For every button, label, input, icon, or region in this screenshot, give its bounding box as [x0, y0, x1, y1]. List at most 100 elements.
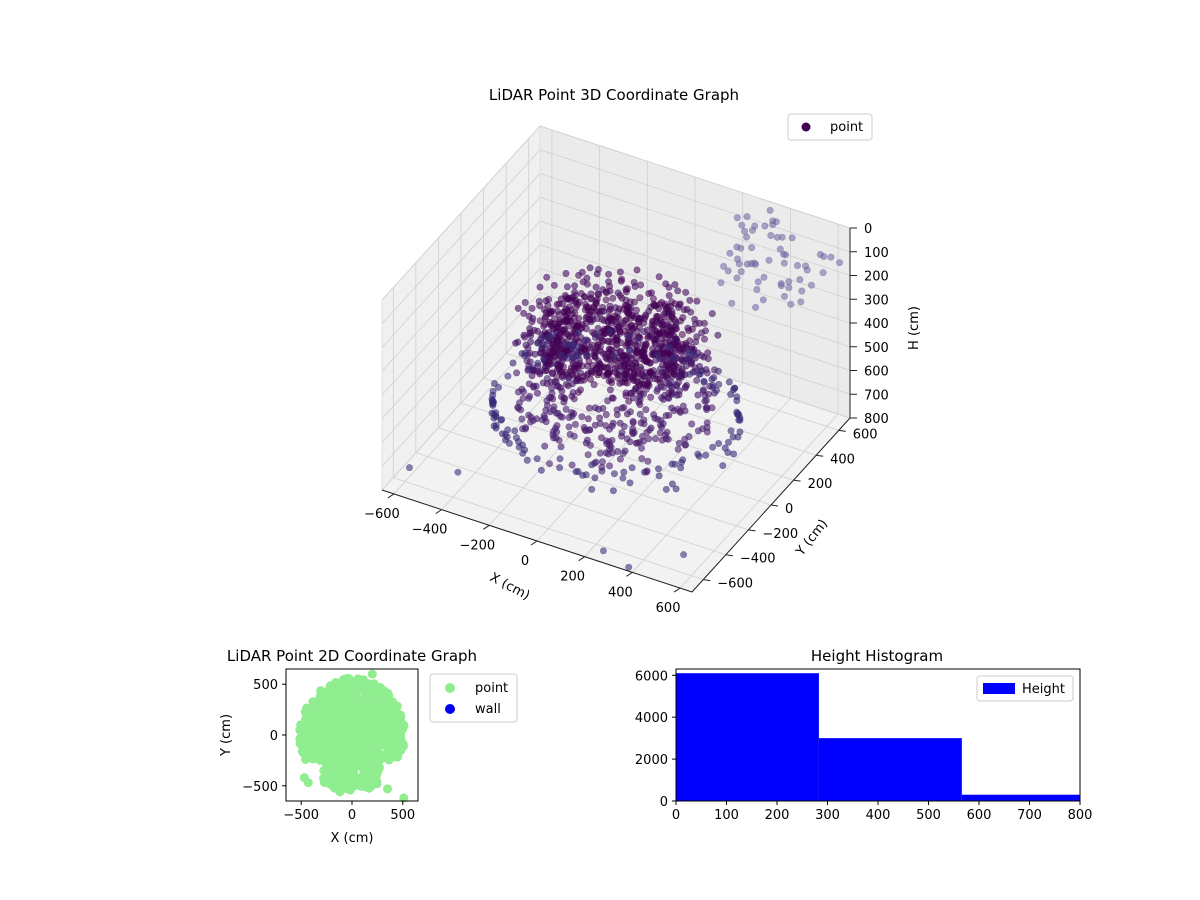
- grid-line-z: [539, 125, 851, 229]
- point-marker: [511, 427, 519, 435]
- chart-3d-points: [405, 206, 844, 571]
- point-marker: [604, 450, 612, 458]
- point-marker: [534, 359, 542, 367]
- legend-label-wall: wall: [475, 702, 501, 717]
- point-marker: [526, 329, 534, 337]
- point-marker: [827, 253, 835, 261]
- x-tick-label: 300: [815, 808, 840, 823]
- point-marker: [765, 256, 773, 264]
- point-marker: [633, 266, 641, 274]
- point-marker: [772, 218, 780, 226]
- point-marker: [698, 352, 706, 360]
- point-marker: [760, 273, 768, 281]
- point-marker: [766, 206, 774, 214]
- point-marker: [729, 433, 737, 441]
- point-marker: [591, 353, 599, 361]
- chart-2d-ylabel: Y (cm): [219, 714, 234, 757]
- point-marker: [651, 435, 659, 443]
- x-tick: [483, 524, 490, 530]
- point-marker: [622, 392, 630, 400]
- point-marker: [649, 295, 657, 303]
- point-marker: [733, 243, 741, 251]
- point-marker: [602, 289, 610, 297]
- point-marker: [660, 349, 668, 357]
- x-tick: [530, 540, 538, 546]
- point-marker: [366, 726, 376, 736]
- point-marker: [704, 355, 712, 363]
- x-tick-label: 100: [714, 808, 739, 823]
- point-marker: [688, 325, 696, 333]
- point-marker: [642, 341, 650, 349]
- point-marker: [584, 451, 592, 459]
- point-marker: [589, 341, 597, 349]
- point-marker: [613, 447, 621, 455]
- x-tick-label: 0: [348, 808, 356, 823]
- point-marker: [355, 781, 364, 791]
- point-marker: [656, 421, 664, 429]
- chart-2d-title: LiDAR Point 2D Coordinate Graph: [227, 647, 477, 665]
- point-marker: [362, 684, 372, 694]
- point-marker: [636, 294, 644, 302]
- point-marker: [490, 379, 498, 387]
- point-marker: [645, 426, 653, 434]
- point-marker: [578, 268, 586, 276]
- point-marker: [700, 319, 708, 327]
- point-marker: [613, 363, 621, 371]
- point-marker: [587, 294, 595, 302]
- point-marker: [586, 264, 594, 272]
- point-marker: [350, 772, 360, 782]
- point-marker: [630, 428, 638, 436]
- legend-marker-point: [445, 683, 455, 693]
- point-marker: [715, 439, 723, 447]
- point-marker: [735, 411, 743, 419]
- point-marker: [738, 221, 746, 229]
- point-marker: [585, 426, 593, 434]
- point-marker: [583, 303, 591, 311]
- point-marker: [591, 421, 599, 429]
- point-marker: [655, 344, 663, 352]
- x-tick-label: −400: [412, 523, 448, 538]
- grid-line-z: [539, 173, 851, 276]
- point-marker: [798, 287, 806, 295]
- point-marker: [518, 441, 526, 449]
- point-marker: [399, 793, 409, 803]
- point-marker: [570, 432, 578, 440]
- y-tick: [793, 479, 801, 482]
- point-marker: [664, 331, 672, 339]
- point-marker: [623, 302, 631, 310]
- y-tick-label: −600: [717, 577, 753, 592]
- legend-label-height: Height: [1022, 682, 1065, 697]
- point-marker: [773, 233, 781, 241]
- point-marker: [671, 300, 679, 308]
- point-marker: [335, 787, 345, 797]
- point-marker: [351, 758, 361, 768]
- point-marker: [596, 360, 604, 368]
- point-marker: [542, 313, 550, 321]
- z-tick-label: 0: [864, 222, 872, 237]
- point-marker: [497, 416, 505, 424]
- point-marker: [645, 435, 653, 443]
- point-marker: [733, 214, 741, 222]
- point-marker: [606, 302, 614, 310]
- point-marker: [515, 399, 523, 407]
- point-marker: [703, 369, 711, 377]
- histogram-legend: Height: [976, 675, 1074, 702]
- y-tick-label: −500: [242, 780, 278, 795]
- point-marker: [517, 406, 525, 414]
- point-marker: [628, 464, 636, 472]
- point-marker: [581, 336, 589, 344]
- point-marker: [719, 462, 727, 470]
- point-marker: [310, 750, 320, 759]
- point-marker: [543, 340, 551, 348]
- point-marker: [533, 455, 541, 463]
- point-marker: [509, 359, 517, 367]
- point-marker: [349, 712, 359, 722]
- point-marker: [571, 282, 579, 290]
- point-marker: [547, 307, 555, 315]
- point-marker: [504, 426, 512, 434]
- point-marker: [636, 401, 644, 409]
- chart-3d-zlabel: H (cm): [907, 306, 922, 350]
- point-marker: [571, 309, 579, 317]
- point-marker: [605, 349, 613, 357]
- point-marker: [367, 698, 377, 708]
